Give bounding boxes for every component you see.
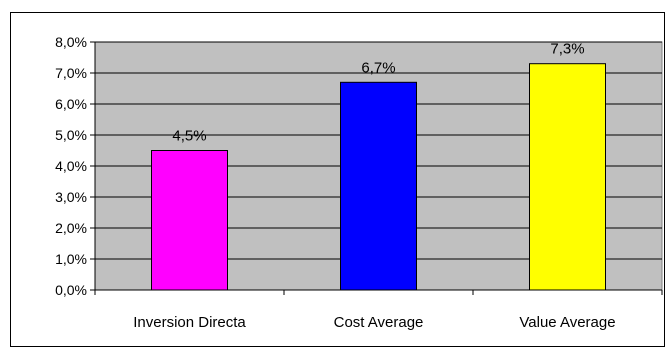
y-tick-label: 7,0% [55, 65, 87, 81]
y-tick-label: 0,0% [55, 282, 87, 298]
y-tick-label: 4,0% [55, 158, 87, 174]
y-tick-label: 1,0% [55, 251, 87, 267]
x-tick-label: Value Average [519, 314, 615, 331]
x-ticks: Inversion Directa Cost Average Value Avera… [94, 290, 663, 331]
x-tick-label: Inversion Directa [133, 314, 246, 331]
x-tick-label: Cost Average [334, 314, 424, 331]
y-tick-label: 2,0% [55, 220, 87, 236]
data-label: 4,5% [172, 128, 206, 145]
y-tick-label: 5,0% [55, 127, 87, 143]
data-label: 7,3% [550, 41, 584, 58]
y-tick-label: 8,0% [55, 34, 87, 50]
data-label: 6,7% [361, 59, 395, 76]
y-tick-label: 6,0% [55, 96, 87, 112]
bars [151, 63, 606, 291]
bar [529, 63, 606, 291]
y-ticks: 0,0% 1,0% 2,0% 3,0% 4,0% 5,0% 6,0% 7,0% 8,0% [55, 34, 95, 298]
bar [340, 81, 417, 291]
bar [151, 150, 228, 291]
y-tick-label: 3,0% [55, 189, 87, 205]
value-labels: 4,5% 6,7% 7,3% [172, 41, 584, 145]
